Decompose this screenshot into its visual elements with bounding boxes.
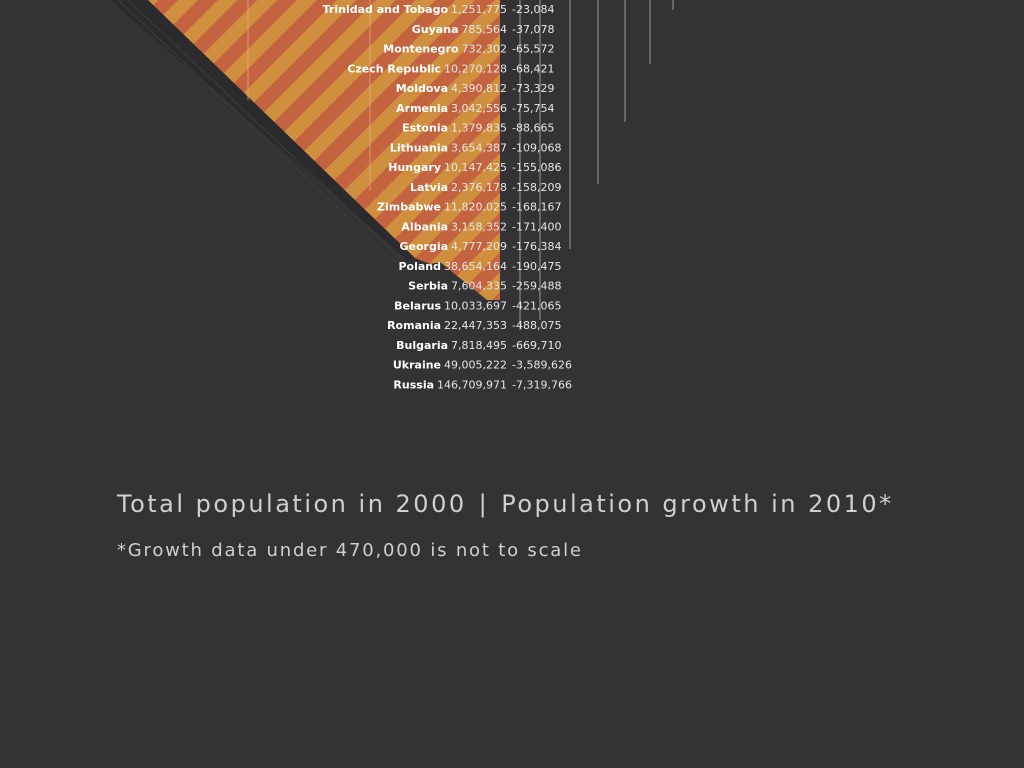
growth-value: -421,065: [512, 299, 561, 312]
country-label: Estonia: [402, 122, 448, 135]
row-hungary: 10,147,425 -155,086 Hungary: [388, 161, 561, 174]
growth-value: -176,384: [512, 240, 561, 253]
row-georgia: 4,777,209 -176,384 Georgia: [399, 240, 561, 253]
population-value: 49,005,222: [444, 359, 507, 372]
population-band-fill: [148, 0, 500, 300]
population-value: 11,820,025: [444, 201, 507, 214]
row-montenegro: 732,302 -65,572 Montenegro: [383, 43, 554, 56]
population-value: 2,376,178: [451, 181, 507, 194]
legend-title-right: Population growth in 2010*: [501, 490, 894, 518]
row-moldova: 4,390,812 -73,329 Moldova: [396, 82, 555, 95]
row-trinidad-and-tobago: 1,251,775 -23,084 Trinidad and Tobago: [323, 3, 555, 16]
row-czech-republic: 10,270,128 -68,421 Czech Republic: [347, 62, 554, 75]
population-value: 38,654,164: [444, 260, 507, 273]
legend-title-left: Total population in 2000: [117, 490, 467, 518]
row-albania: 3,158,352 -171,400 Albania: [401, 220, 561, 233]
country-label: Poland: [398, 260, 441, 273]
row-ukraine: 49,005,222 -3,589,626 Ukraine: [393, 359, 572, 372]
country-label: Bulgaria: [396, 339, 448, 352]
country-label: Zimbabwe: [377, 201, 441, 214]
population-value: 4,390,812: [451, 82, 507, 95]
country-label: Moldova: [396, 82, 448, 95]
country-label: Albania: [401, 220, 448, 233]
population-value: 7,818,495: [451, 339, 507, 352]
country-label: Trinidad and Tobago: [323, 3, 449, 16]
band-edge-line: [117, 0, 396, 263]
population-value: 22,447,353: [444, 319, 507, 332]
row-estonia: 1,379,835 -88,665 Estonia: [402, 122, 554, 135]
population-value: 732,302: [462, 43, 508, 56]
country-label: Ukraine: [393, 359, 441, 372]
row-zimbabwe: 11,820,025 -168,167 Zimbabwe: [377, 201, 561, 214]
band-shadow: [110, 0, 415, 263]
population-value: 3,654,387: [451, 141, 507, 154]
growth-value: -37,078: [512, 23, 554, 36]
growth-value: -158,209: [512, 181, 561, 194]
country-label: Latvia: [410, 181, 448, 194]
growth-value: -65,572: [512, 43, 554, 56]
growth-value: -669,710: [512, 339, 561, 352]
population-value: 4,777,209: [451, 240, 507, 253]
legend-footnote: *Growth data under 470,000 is not to sca…: [117, 540, 583, 561]
row-latvia: 2,376,178 -158,209 Latvia: [410, 181, 562, 194]
country-label: Russia: [393, 378, 434, 391]
growth-value: -190,475: [512, 260, 561, 273]
country-label: Georgia: [399, 240, 448, 253]
growth-value: -88,665: [512, 122, 554, 135]
population-value: 785,564: [462, 23, 508, 36]
data-rows: 1,251,775 -23,084 Trinidad and Tobago 785,5…: [323, 3, 572, 391]
row-belarus: 10,033,697 -421,065 Belarus: [394, 299, 561, 312]
country-label: Armenia: [396, 102, 448, 115]
population-value: 10,270,128: [444, 62, 507, 75]
growth-value: -155,086: [512, 161, 561, 174]
row-bulgaria: 7,818,495 -669,710 Bulgaria: [396, 339, 561, 352]
population-value: 10,147,425: [444, 161, 507, 174]
population-value: 3,042,556: [451, 102, 507, 115]
country-label: Belarus: [394, 299, 441, 312]
row-armenia: 3,042,556 -75,754 Armenia: [396, 102, 554, 115]
country-label: Czech Republic: [347, 62, 441, 75]
population-value: 3,158,352: [451, 220, 507, 233]
growth-value: -171,400: [512, 220, 561, 233]
country-label: Serbia: [408, 280, 448, 293]
legend-separator: |: [478, 490, 490, 518]
row-lithuania: 3,654,387 -109,068 Lithuania: [390, 141, 562, 154]
growth-value: -488,075: [512, 319, 561, 332]
growth-value: -68,421: [512, 62, 554, 75]
population-value: 10,033,697: [444, 299, 507, 312]
growth-value: -259,488: [512, 280, 561, 293]
population-value: 1,251,775: [451, 3, 507, 16]
growth-value: -75,754: [512, 102, 554, 115]
row-russia: 146,709,971 -7,319,766 Russia: [393, 378, 572, 391]
row-serbia: 7,604,335 -259,488 Serbia: [408, 280, 561, 293]
growth-value: -168,167: [512, 201, 561, 214]
growth-value: -109,068: [512, 141, 561, 154]
row-guyana: 785,564 -37,078 Guyana: [412, 23, 555, 36]
growth-value: -73,329: [512, 82, 554, 95]
population-band-shadow: [110, 0, 415, 262]
country-label: Romania: [387, 319, 441, 332]
row-romania: 22,447,353 -488,075 Romania: [387, 319, 561, 332]
population-value: 1,379,835: [451, 122, 507, 135]
population-value: 146,709,971: [437, 378, 507, 391]
band-edge-line: [127, 0, 403, 261]
growth-lines: [519, 0, 674, 330]
country-label: Montenegro: [383, 43, 459, 56]
growth-value: -3,589,626: [512, 359, 572, 372]
country-label: Lithuania: [390, 141, 448, 154]
row-poland: 38,654,164 -190,475 Poland: [398, 260, 561, 273]
country-label: Guyana: [412, 23, 459, 36]
population-value: 7,604,335: [451, 280, 507, 293]
population-band: [148, 0, 500, 300]
country-label: Hungary: [388, 161, 441, 174]
growth-value: -7,319,766: [512, 378, 572, 391]
growth-value: -23,084: [512, 3, 554, 16]
legend-title: Total population in 2000 | Population grow…: [117, 490, 894, 518]
